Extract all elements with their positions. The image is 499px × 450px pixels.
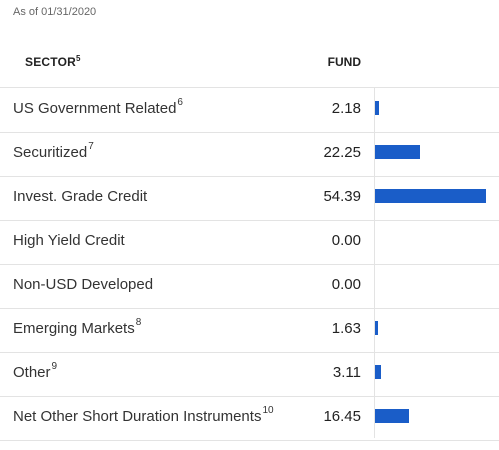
fund-value: 2.18 <box>331 100 361 117</box>
sector-label: Invest. Grade Credit <box>13 188 147 205</box>
fund-value: 0.00 <box>331 276 361 293</box>
as-of-date: As of 01/31/2020 <box>13 6 97 18</box>
fund-bar <box>375 145 420 159</box>
fund-bar <box>375 321 378 335</box>
fund-value: 3.11 <box>332 364 361 381</box>
sector-name: Other <box>13 364 51 381</box>
sector-footnote: 8 <box>135 317 142 328</box>
sector-label: Non-USD Developed <box>13 276 153 293</box>
sector-name: Net Other Short Duration Instruments <box>13 408 262 425</box>
sector-label: High Yield Credit <box>13 232 125 249</box>
sector-label: Securitized7 <box>13 141 94 161</box>
fund-value: 54.39 <box>323 188 361 205</box>
table-row: Other9 3.11 <box>0 353 499 397</box>
sector-label: Emerging Markets8 <box>13 317 142 337</box>
bar-axis-line <box>374 88 375 438</box>
fund-value: 16.45 <box>323 408 361 425</box>
table-row: US Government Related6 2.18 <box>0 89 499 133</box>
sector-name: Emerging Markets <box>13 320 135 337</box>
table-header: SECTOR5 FUND <box>0 44 499 88</box>
sector-footnote: 6 <box>177 97 183 108</box>
table-row: Emerging Markets8 1.63 <box>0 309 499 353</box>
fund-column-header: FUND <box>327 55 361 69</box>
fund-value: 1.63 <box>331 320 361 337</box>
sector-name: Securitized <box>13 144 88 161</box>
fund-value: 0.00 <box>331 232 361 249</box>
table-row: Non-USD Developed 0.00 <box>0 265 499 309</box>
sector-name: US Government Related <box>13 100 177 117</box>
sector-label: Other9 <box>13 361 58 381</box>
sector-column-header: SECTOR5 <box>25 54 81 69</box>
sector-footnote: 7 <box>88 141 94 152</box>
sector-header-label: SECTOR <box>25 55 76 69</box>
table-row: Securitized7 22.25 <box>0 133 499 177</box>
table-row: Net Other Short Duration Instruments10 1… <box>0 397 499 441</box>
sector-footnote: 10 <box>262 405 274 416</box>
table-row: Invest. Grade Credit 54.39 <box>0 177 499 221</box>
sector-name: Invest. Grade Credit <box>13 188 148 205</box>
table-row: High Yield Credit 0.00 <box>0 221 499 265</box>
fund-bar <box>375 101 379 115</box>
fund-bar <box>375 189 486 203</box>
sector-header-footnote: 5 <box>76 54 81 63</box>
sector-footnote: 9 <box>51 361 58 372</box>
fund-bar <box>375 365 381 379</box>
sector-name: High Yield Credit <box>13 232 125 249</box>
sector-label: Net Other Short Duration Instruments10 <box>13 405 274 425</box>
sector-name: Non-USD Developed <box>13 276 154 293</box>
fund-bar <box>375 409 409 423</box>
sector-label: US Government Related6 <box>13 97 183 117</box>
fund-value: 22.25 <box>323 144 361 161</box>
